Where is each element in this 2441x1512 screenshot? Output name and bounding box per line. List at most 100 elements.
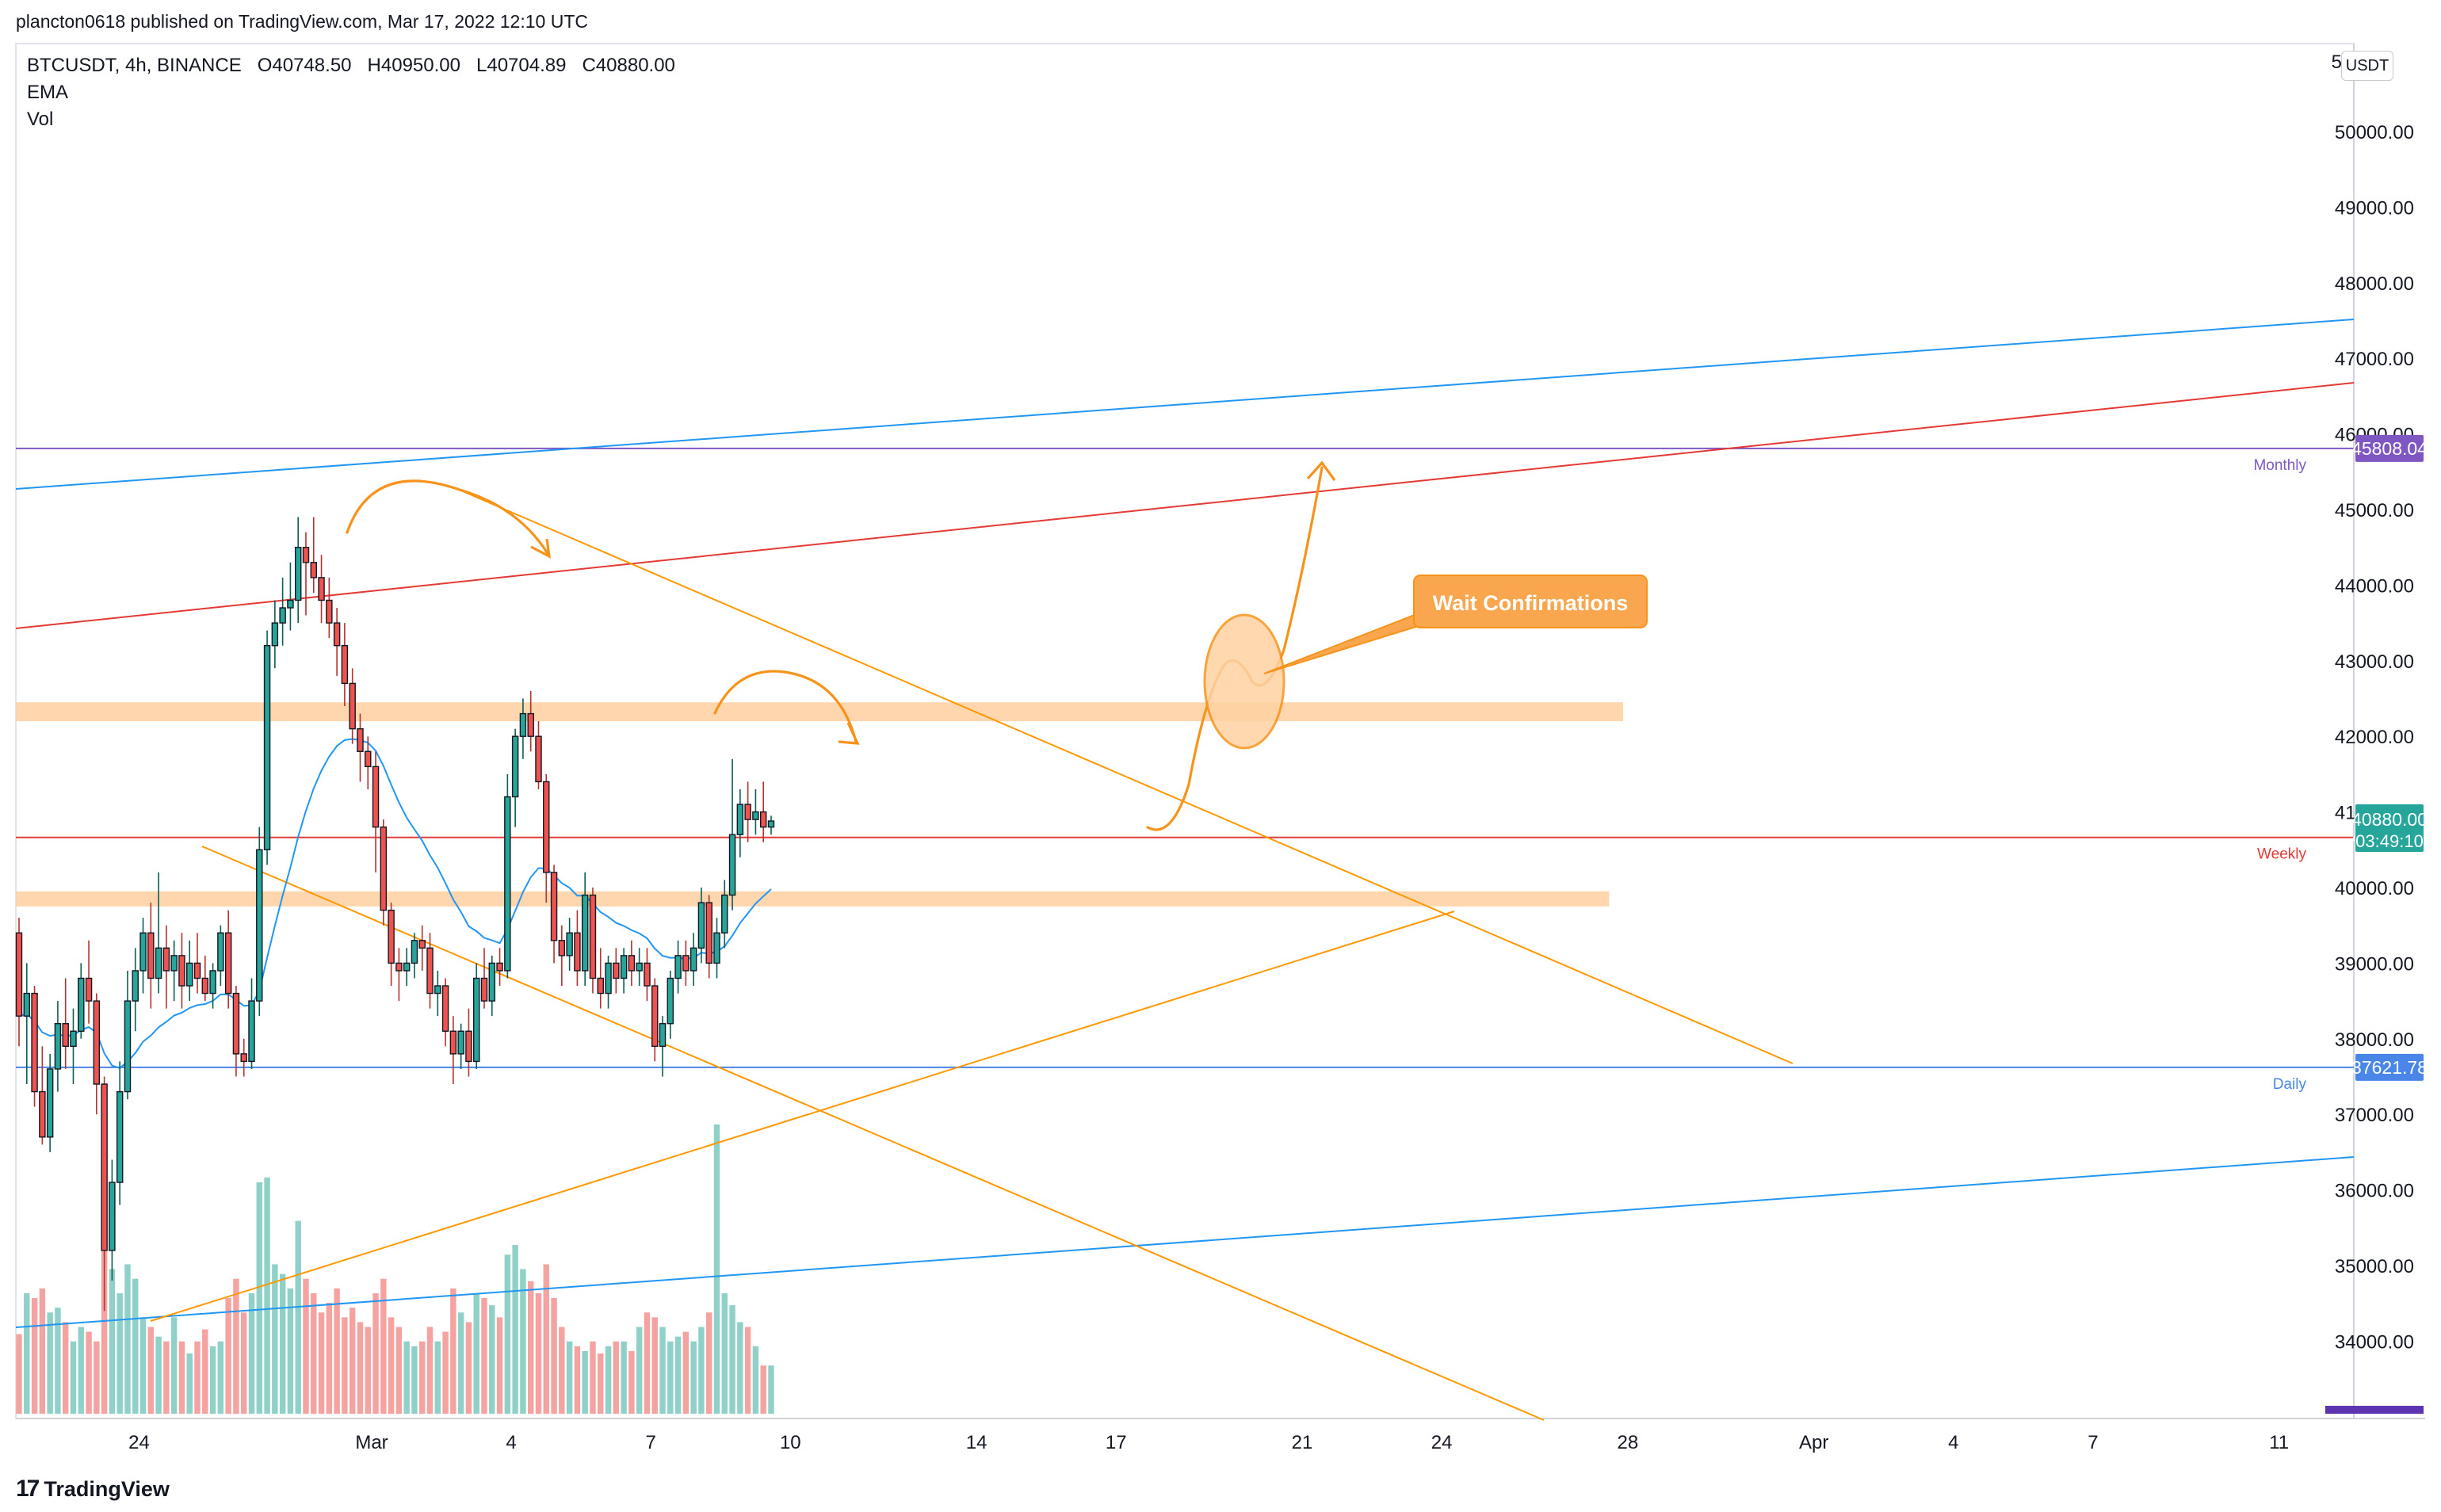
candle	[124, 970, 132, 1100]
legend-low: L40704.89	[476, 55, 567, 76]
candle-body	[752, 811, 759, 820]
candle-body	[721, 894, 728, 934]
candle	[628, 940, 636, 987]
volume-bar	[233, 1278, 239, 1414]
arrow-head-icon	[530, 538, 552, 559]
candle	[488, 955, 496, 1017]
volume-bar	[551, 1297, 557, 1414]
price-tick-label: 39000.00	[2335, 953, 2414, 975]
candle	[224, 910, 232, 1009]
volume-bar	[605, 1346, 612, 1414]
price-tick-label: 5	[2332, 52, 2342, 73]
candle	[644, 948, 651, 1002]
candle-body	[46, 1068, 54, 1138]
volume-bar	[62, 1322, 69, 1414]
candle-body	[759, 811, 767, 828]
volume-bar	[86, 1331, 92, 1414]
price-tick-label: 37000.00	[2335, 1105, 2414, 1126]
volume-bar	[139, 1317, 147, 1414]
candle	[333, 608, 341, 676]
candle	[651, 978, 659, 1062]
volume-bar	[465, 1322, 472, 1414]
candle	[566, 918, 573, 971]
candle	[511, 728, 519, 827]
volume-bar	[349, 1308, 356, 1414]
volume-bar	[16, 1334, 22, 1414]
orange-descending-lower-line	[201, 846, 1545, 1421]
candle	[558, 925, 566, 987]
candle-body	[109, 1182, 116, 1251]
candle	[752, 788, 759, 835]
volume-bar	[520, 1269, 526, 1414]
level-price-tag	[2355, 1053, 2424, 1081]
candle	[659, 1016, 667, 1077]
legend-ema[interactable]: EMA	[27, 82, 69, 103]
candle	[93, 993, 101, 1115]
volume-bar	[380, 1278, 387, 1414]
candle-body	[193, 962, 201, 979]
volume-bar	[489, 1305, 495, 1414]
orange-ascending-line	[150, 911, 1455, 1322]
time-tick-label: 24	[1431, 1432, 1453, 1453]
legend-open: O40748.50	[257, 55, 352, 76]
price-tick-label: 50000.00	[2335, 122, 2414, 143]
candle-body	[728, 834, 736, 896]
candle	[388, 903, 395, 987]
volume-bar	[147, 1327, 155, 1414]
time-tick-label: Mar	[355, 1432, 388, 1453]
candle-body	[178, 955, 185, 987]
volume-bar	[170, 1317, 178, 1414]
candle	[736, 788, 744, 857]
volume-bar	[582, 1350, 588, 1414]
candle-body	[326, 599, 333, 624]
candle	[341, 623, 349, 707]
candle	[759, 781, 767, 842]
candle-body	[705, 902, 712, 964]
candle-body	[124, 1000, 132, 1093]
bottom-level-tag	[2325, 1406, 2424, 1414]
candle	[46, 1053, 54, 1152]
price-tick-label: 34000.00	[2335, 1331, 2414, 1353]
arrow-head-icon	[1306, 460, 1336, 481]
volume-bar	[31, 1297, 38, 1414]
ohlc-legend: BTCUSDT, 4h, BINANCE O40748.50 H40950.00…	[27, 52, 675, 79]
candle-body	[23, 992, 31, 1017]
candle	[465, 1008, 472, 1077]
candle	[357, 713, 364, 782]
candle-body	[605, 962, 612, 995]
candle-body	[372, 766, 380, 828]
candle-body	[349, 682, 356, 730]
volume-bar	[760, 1365, 766, 1414]
candle	[287, 562, 294, 631]
candle-body	[248, 1000, 255, 1063]
candle	[139, 918, 147, 994]
legend-vol[interactable]: Vol	[27, 109, 54, 130]
volume-bar	[690, 1341, 697, 1414]
candle-body	[155, 947, 162, 979]
candle-body	[365, 750, 372, 768]
candle-body	[426, 947, 434, 995]
volume-bar	[496, 1317, 503, 1414]
level-label: Daily	[2273, 1076, 2307, 1093]
candle-body	[690, 947, 697, 972]
volume-bar	[713, 1124, 720, 1414]
volume-bar	[70, 1341, 77, 1414]
candle	[365, 736, 372, 789]
volume-bar	[574, 1346, 581, 1414]
candle-body	[388, 909, 395, 964]
publisher-line: plancton0618 published on TradingView.co…	[16, 11, 588, 32]
time-tick-label: Apr	[1799, 1432, 1828, 1453]
candle	[697, 888, 705, 964]
currency-button[interactable]: USDT	[2341, 51, 2393, 81]
volume-bar	[566, 1341, 573, 1414]
volume-bar	[163, 1341, 170, 1414]
candle-body	[628, 955, 636, 972]
candle-body	[217, 932, 224, 972]
volume-bar	[47, 1312, 53, 1414]
candle-body	[744, 804, 751, 820]
arrow-head-icon	[838, 722, 860, 745]
candle	[519, 698, 527, 759]
candle-body	[465, 1030, 472, 1063]
volume-bar	[559, 1327, 565, 1414]
